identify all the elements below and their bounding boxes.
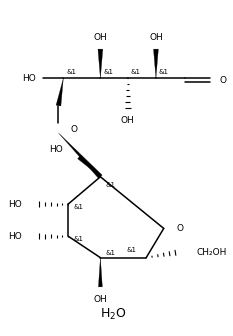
Polygon shape (154, 49, 158, 78)
Text: HO: HO (22, 74, 36, 83)
Text: &1: &1 (130, 69, 140, 75)
Text: OH: OH (93, 33, 107, 42)
Text: HO: HO (8, 200, 21, 209)
Text: OH: OH (93, 295, 107, 304)
Text: &1: &1 (105, 250, 115, 256)
Polygon shape (78, 156, 100, 177)
Text: &1: &1 (73, 204, 83, 210)
Text: OH: OH (149, 33, 163, 42)
Text: &1: &1 (127, 247, 137, 253)
Text: O: O (176, 224, 183, 233)
Text: &1: &1 (73, 236, 83, 242)
Text: OH: OH (121, 116, 134, 125)
Text: H$_2$O: H$_2$O (100, 307, 126, 322)
Text: &1: &1 (159, 69, 169, 75)
Polygon shape (58, 133, 102, 178)
Text: &1: &1 (105, 181, 115, 187)
Text: &1: &1 (66, 69, 76, 75)
Polygon shape (56, 78, 63, 106)
Text: &1: &1 (103, 69, 113, 75)
Polygon shape (98, 49, 103, 78)
Polygon shape (98, 258, 102, 287)
Text: O: O (219, 76, 226, 85)
Text: CH₂OH: CH₂OH (197, 248, 227, 257)
Text: HO: HO (8, 232, 21, 241)
Text: O: O (70, 125, 77, 133)
Text: HO: HO (50, 145, 63, 154)
